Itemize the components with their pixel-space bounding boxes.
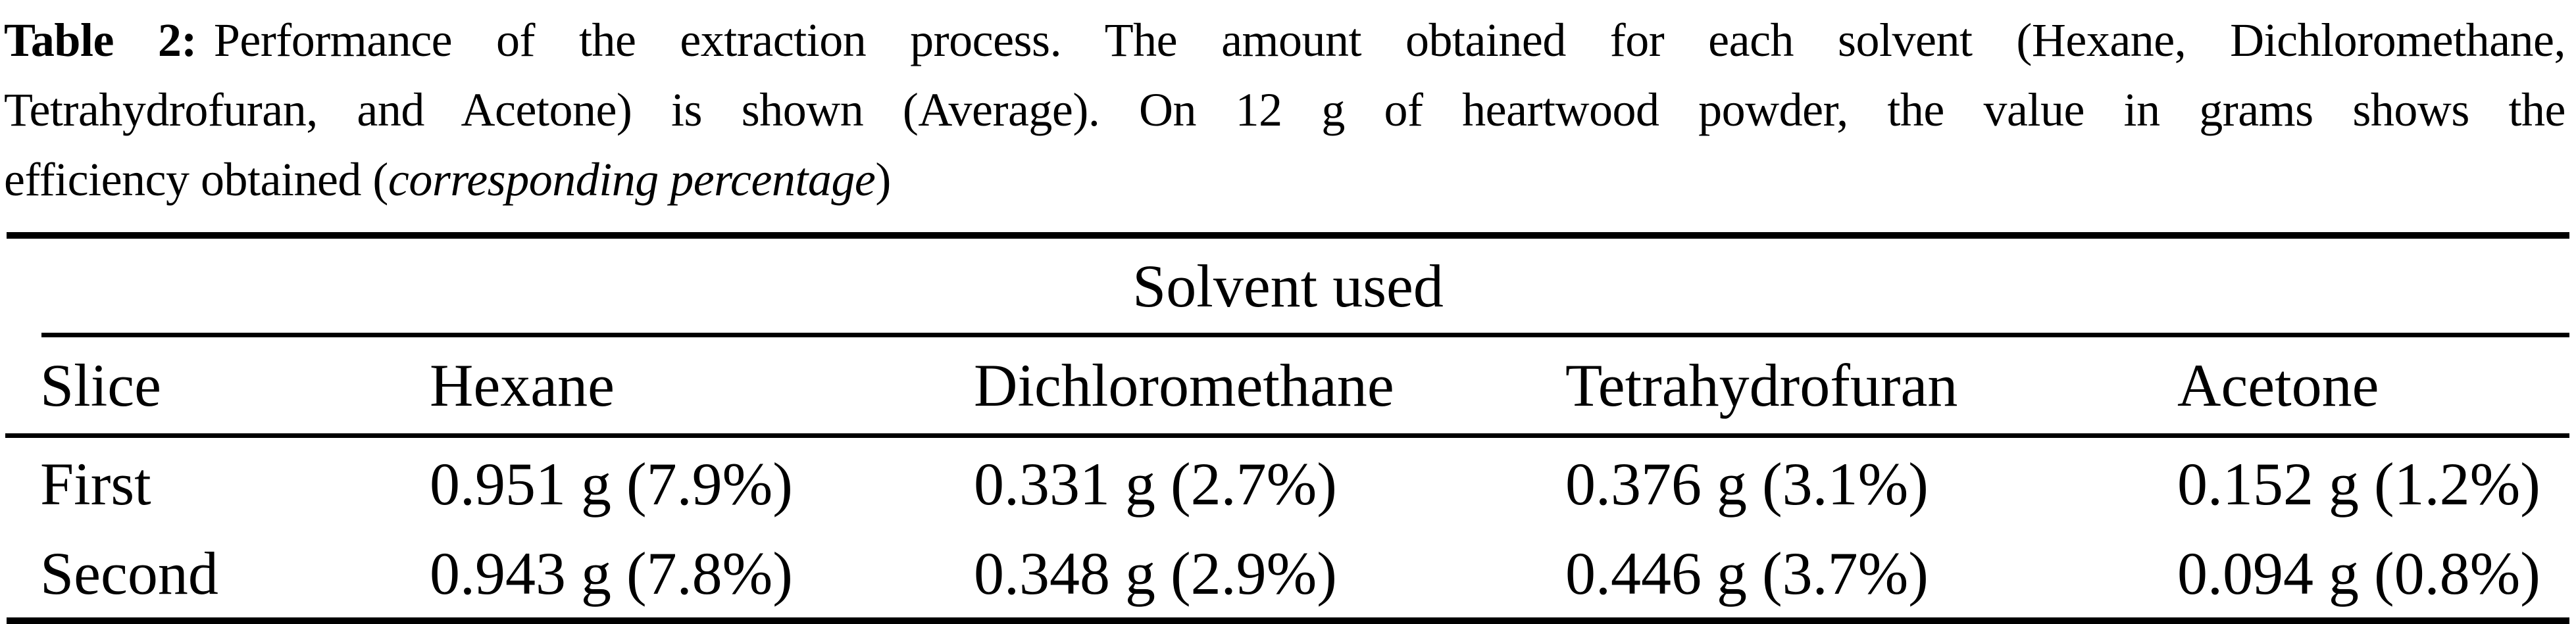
table-mid-rule — [41, 333, 2569, 337]
column-header-tetrahydrofuran: Tetrahydrofuran — [1565, 352, 1958, 419]
value-acetone: 0.094 g (0.8%) — [2177, 540, 2540, 607]
value-hexane: 0.943 g (7.8%) — [430, 540, 793, 607]
caption-text-3-italic: corresponding percentage — [388, 153, 876, 206]
caption-text-2: Tetrahydrofuran, and Acetone) is shown (… — [4, 84, 2566, 136]
row-label: First — [40, 450, 151, 517]
caption-line-3: efficiency obtained (corresponding perce… — [4, 145, 2565, 214]
table-header-row: Slice Hexane Dichloromethane Tetrahydrof… — [0, 337, 2576, 433]
caption-text-3-suffix: ) — [875, 153, 891, 206]
table-row-second: Second 0.943 g (7.8%) 0.348 g (2.9%) 0.4… — [0, 529, 2576, 617]
column-header-hexane: Hexane — [430, 352, 615, 419]
value-acetone: 0.152 g (1.2%) — [2177, 450, 2540, 517]
table-top-rule — [7, 232, 2569, 239]
caption-text-3-prefix: efficiency obtained ( — [4, 153, 388, 206]
table-group-header-row: Solvent used — [0, 239, 2576, 333]
column-header-acetone: Acetone — [2177, 352, 2379, 419]
table-number-label: Table 2: — [4, 14, 197, 66]
table-caption: Table 2: Performance of the extraction pr… — [0, 0, 2576, 214]
caption-line-2: Tetrahydrofuran, and Acetone) is shown (… — [4, 75, 2566, 145]
value-dichloromethane: 0.348 g (2.9%) — [974, 540, 1337, 607]
caption-line-1: Table 2: Performance of the extraction pr… — [4, 5, 2566, 75]
value-dichloromethane: 0.331 g (2.7%) — [974, 450, 1337, 517]
table-header-rule — [5, 433, 2569, 438]
row-label: Second — [40, 540, 218, 607]
column-header-slice: Slice — [40, 352, 161, 419]
column-header-dichloromethane: Dichloromethane — [974, 352, 1394, 419]
table-row-first: First 0.951 g (7.9%) 0.331 g (2.7%) 0.37… — [0, 438, 2576, 529]
value-hexane: 0.951 g (7.9%) — [430, 450, 793, 517]
table-bottom-rule — [7, 617, 2569, 624]
group-header-solvent-used: Solvent used — [1132, 252, 1444, 320]
value-tetrahydrofuran: 0.446 g (3.7%) — [1565, 540, 1929, 607]
value-tetrahydrofuran: 0.376 g (3.1%) — [1565, 450, 1929, 517]
caption-text-1: Performance of the extraction process. T… — [213, 14, 2566, 66]
